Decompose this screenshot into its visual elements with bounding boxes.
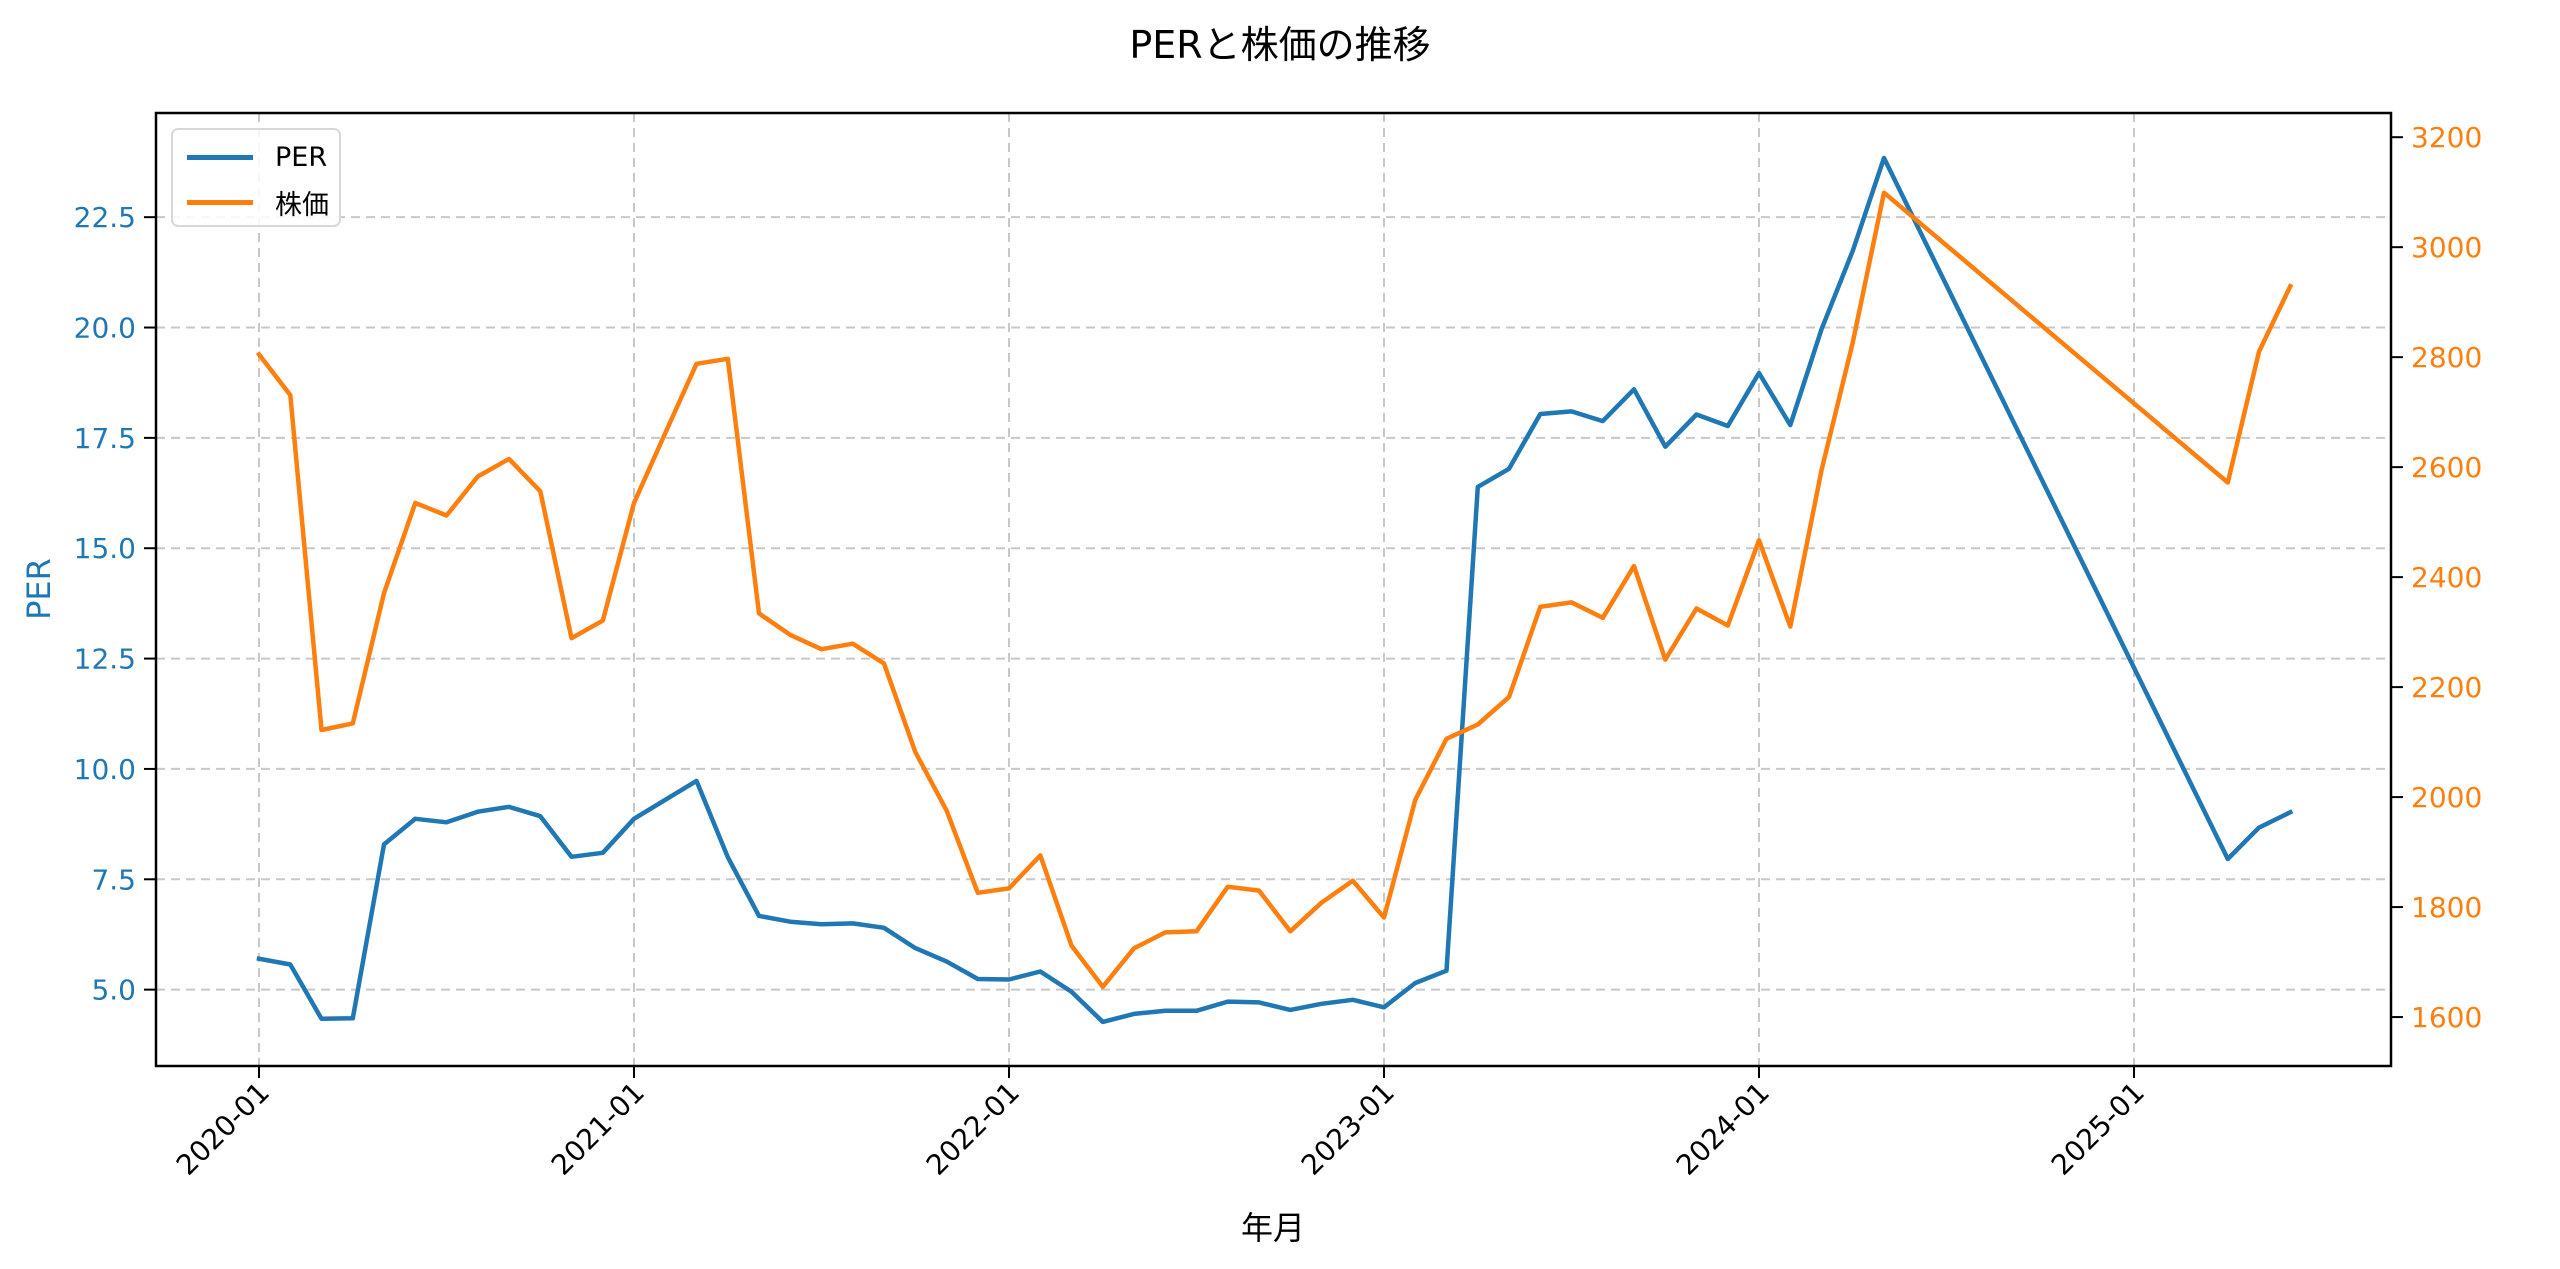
y-tick-label-right: 2400 [2411, 561, 2482, 594]
y-tick-label-left: 15.0 [74, 532, 136, 565]
legend-label-per: PER [275, 141, 328, 173]
x-tick-label: 2020-01 [170, 1076, 276, 1182]
legend-swatch-per [187, 154, 253, 160]
y-tick-label-right: 2600 [2411, 451, 2482, 484]
per-line [256, 155, 2294, 1025]
y-tick-label-left: 17.5 [74, 422, 136, 455]
x-tick-label: 2024-01 [1670, 1076, 1776, 1182]
x-axis-label: 年月 [1240, 1209, 1305, 1247]
legend: PER 株価 [171, 128, 341, 227]
y-tick-label-right: 3200 [2411, 121, 2482, 154]
legend-swatch-price [187, 199, 253, 205]
series-lines [255, 155, 2294, 1025]
y-tick-label-left: 10.0 [74, 753, 136, 786]
y-tick-label-left: 22.5 [74, 201, 136, 234]
y-tick-label-left: 12.5 [74, 643, 136, 676]
x-tick-label: 2022-01 [920, 1076, 1026, 1182]
x-axis: 2020-01 2021-01 2022-01 2023-01 2024-01 2025-… [170, 1066, 2151, 1182]
x-tick-label: 2021-01 [545, 1076, 651, 1182]
y-axis-left-label: PER [19, 558, 58, 620]
y-tick-label-right: 1800 [2411, 891, 2482, 924]
y-tick-label-left: 7.5 [91, 863, 136, 896]
x-tick-label: 2023-01 [1295, 1076, 1401, 1182]
y-tick-label-right: 2200 [2411, 671, 2482, 704]
y-tick-label-left: 5.0 [91, 974, 136, 1007]
legend-label-price: 株価 [275, 189, 329, 221]
y-axis-right: 1600 1800 2000 2200 2400 2600 2800 3000 3200 [2391, 121, 2482, 1034]
y-tick-label-right: 2000 [2411, 781, 2482, 814]
chart-title: PERと株価の推移 [1129, 23, 1431, 67]
plot-frame [154, 111, 2393, 1068]
grid-lines [156, 113, 2391, 1066]
y-axis-left: 5.0 7.5 10.0 12.5 15.0 17.5 20.0 22.5 [74, 201, 156, 1007]
price-line [255, 190, 2294, 990]
y-tick-label-right: 2800 [2411, 341, 2482, 374]
x-tick-label: 2025-01 [2045, 1076, 2151, 1182]
y-tick-label-right: 1600 [2411, 1001, 2482, 1034]
y-tick-label-right: 3000 [2411, 231, 2482, 264]
y-tick-label-left: 20.0 [74, 312, 136, 345]
legend-item-per: PER [187, 137, 327, 177]
legend-item-price: 株価 [187, 182, 329, 222]
